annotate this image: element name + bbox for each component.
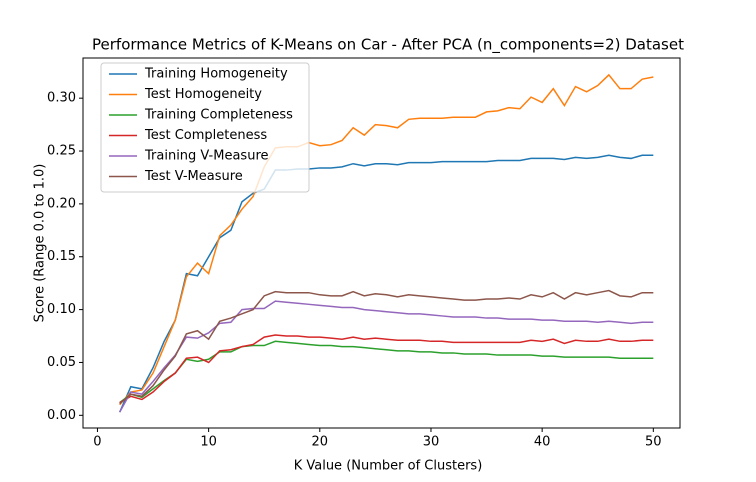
legend-label: Test Homogeneity (144, 87, 262, 102)
y-axis-label: Score (Range 0.0 to 1.0) (33, 164, 48, 323)
y-tick-label: 0.10 (47, 302, 76, 317)
series-line (119, 300, 654, 413)
axes-frame (82, 57, 681, 429)
y-tick-label: 0.30 (47, 91, 76, 106)
x-tick-label: 10 (200, 435, 217, 450)
x-axis-label: K Value (Number of Clusters) (294, 459, 483, 474)
y-tick-label: 0.25 (47, 144, 76, 159)
legend-label: Training Homogeneity (144, 67, 288, 82)
x-tick-label: 50 (645, 435, 662, 450)
series-line (119, 334, 654, 404)
legend-label: Test Completeness (144, 128, 267, 143)
y-tick-label: 0.00 (47, 408, 76, 423)
series-line (119, 289, 654, 405)
x-tick-label: 30 (423, 435, 440, 450)
series-line (119, 154, 654, 413)
y-tick-label: 0.20 (47, 196, 76, 211)
chart-title: Performance Metrics of K-Means on Car - … (92, 36, 684, 55)
legend-box (100, 62, 310, 193)
x-tick-label: 40 (534, 435, 551, 450)
y-tick-label: 0.15 (47, 249, 76, 264)
legend-label: Training V-Measure (144, 149, 269, 164)
x-tick-label: 20 (312, 435, 329, 450)
series-line (119, 340, 654, 404)
y-tick-label: 0.05 (47, 355, 76, 370)
x-tick-label: 0 (93, 435, 101, 450)
legend-label: Test V-Measure (144, 169, 243, 184)
series-line (119, 73, 654, 406)
legend-label: Training Completeness (144, 108, 293, 123)
